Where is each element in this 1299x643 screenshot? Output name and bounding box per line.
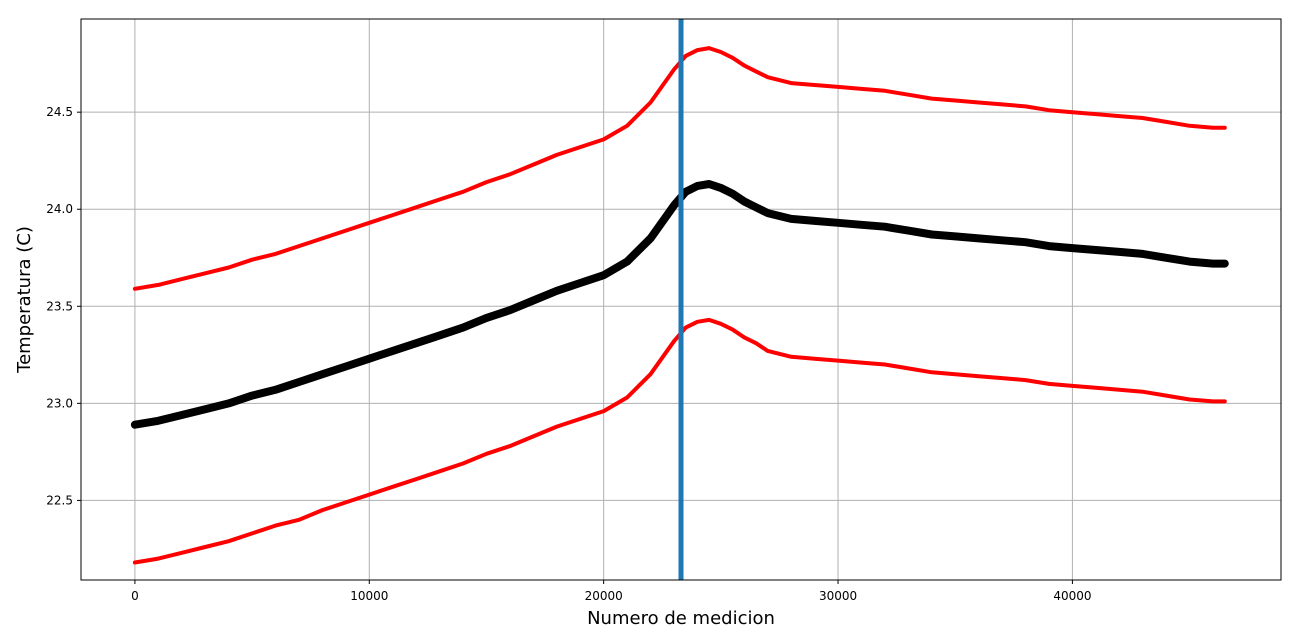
- x-tick-label: 30000: [819, 589, 857, 603]
- series-line-lower: [132, 317, 1227, 565]
- y-axis-label: Temperatura (C): [14, 226, 35, 374]
- plot-frame: [80, 18, 1282, 581]
- x-tick-label: 0: [131, 589, 139, 603]
- x-tick-label: 10000: [350, 589, 388, 603]
- series-layer: [130, 46, 1229, 565]
- y-tick-label: 24.5: [46, 105, 73, 119]
- y-tick-label: 22.5: [46, 493, 73, 507]
- x-tick-label: 40000: [1053, 589, 1091, 603]
- x-axis-ticks: 0 10000 20000 30000 40000: [131, 580, 1092, 603]
- series-line-mean: [130, 180, 1229, 429]
- series-line-upper: [132, 46, 1227, 291]
- x-tick-label: 20000: [585, 589, 623, 603]
- x-axis-label: Numero de medicion: [587, 608, 775, 629]
- y-tick-label: 23.5: [46, 299, 73, 313]
- y-axis-ticks: 22.5 23.0 23.5 24.0 24.5: [46, 105, 81, 507]
- y-tick-label: 23.0: [46, 396, 73, 410]
- y-tick-label: 24.0: [46, 202, 73, 216]
